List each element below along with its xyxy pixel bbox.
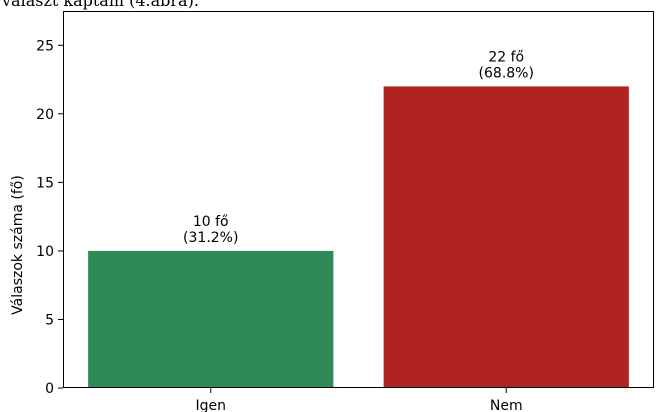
plot-frame	[63, 11, 654, 388]
x-tick-label-igen: Igen	[195, 398, 226, 412]
y-tick-label-5: 5	[45, 312, 54, 328]
y-tick-label-0: 0	[45, 381, 54, 397]
y-axis-label: Válaszok száma (fő)	[10, 175, 26, 315]
y-tick-label-25: 25	[36, 38, 54, 54]
data-labels-layer: 10 fő(31.2%) 22 fő(68.8%)	[183, 49, 534, 246]
bar-nem	[383, 86, 629, 389]
bars-layer	[88, 86, 629, 389]
data-label-igen-line-2: (31.2%)	[183, 230, 238, 246]
x-tick-label-nem: Nem	[490, 398, 523, 412]
y-ticks-layer: 0 5 10 15 20 25	[36, 38, 63, 397]
y-tick-label-15: 15	[36, 175, 54, 191]
data-label-nem-line-1: 22 fő	[488, 49, 524, 65]
y-tick-label-10: 10	[36, 244, 54, 260]
chart-title: választ kaptam (4.ábra).	[1, 0, 199, 10]
y-tick-label-20: 20	[36, 107, 54, 123]
x-ticks-layer: Igen Nem	[195, 388, 523, 412]
bar-igen	[88, 250, 334, 388]
data-label-igen-line-1: 10 fő	[193, 214, 229, 230]
data-label-nem-line-2: (68.8%)	[479, 65, 534, 81]
